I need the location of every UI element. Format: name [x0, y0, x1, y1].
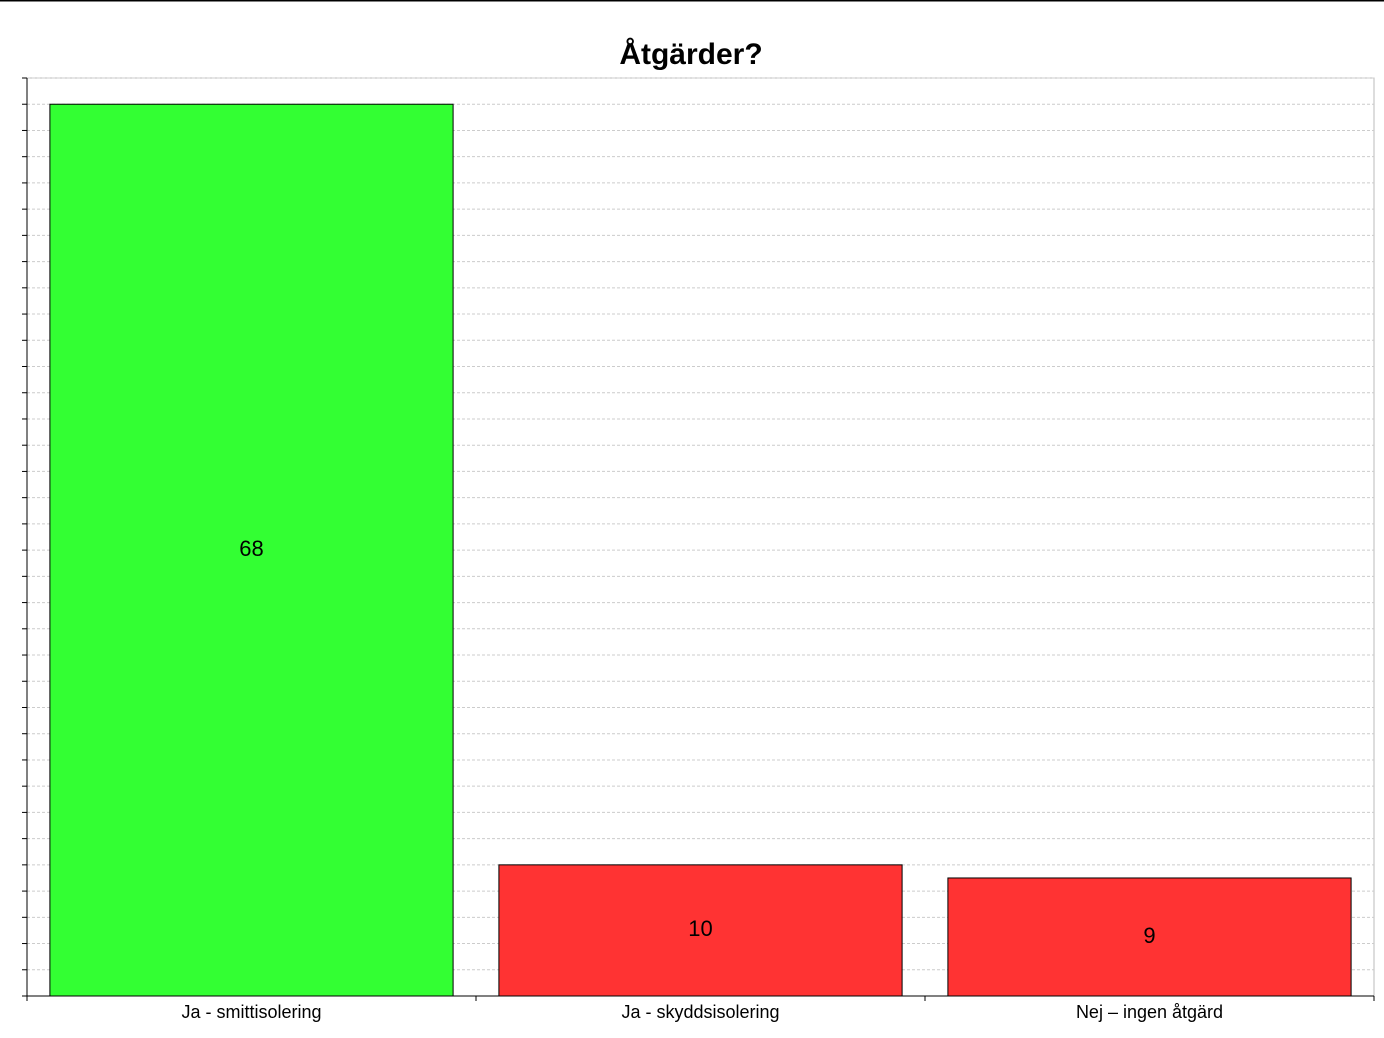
x-tick-label: Nej – ingen åtgärd: [1076, 1002, 1223, 1022]
value-label: 68: [239, 536, 263, 561]
bar: [49, 103, 454, 997]
x-tick-label: Ja - skyddsisolering: [621, 1002, 779, 1022]
value-label: 9: [1143, 923, 1155, 948]
bar: [947, 877, 1352, 997]
chart-title: Åtgärder?: [619, 38, 762, 71]
bar: [498, 864, 903, 997]
x-tick-label: Ja - smittisolering: [181, 1002, 321, 1022]
value-label: 10: [688, 916, 712, 941]
